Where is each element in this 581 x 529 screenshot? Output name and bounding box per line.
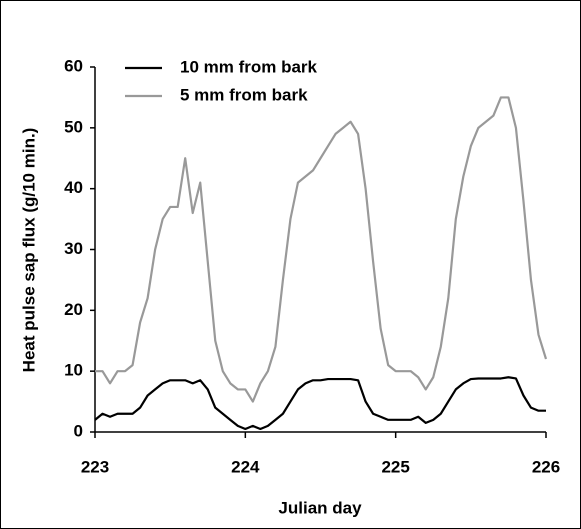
y-axis-label: Heat pulse sap flux (g/10 min.) [19,128,38,373]
y-tick-label: 40 [64,178,83,197]
x-tick-label: 224 [231,457,260,476]
x-tick-label: 226 [532,457,560,476]
x-tick-label: 223 [81,457,109,476]
series-line [95,96,548,403]
legend-label: 5 mm from bark [180,85,308,104]
y-tick-label: 60 [64,56,83,75]
y-tick-label: 50 [64,117,83,136]
series-line [94,376,546,431]
x-tick-label: 225 [381,457,409,476]
y-tick-label: 30 [64,239,83,258]
legend-label: 10 mm from bark [180,57,318,76]
y-tick-label: 20 [64,300,83,319]
y-tick-label: 0 [74,421,83,440]
y-tick-label: 10 [64,361,83,380]
x-axis-label: Julian day [278,498,362,517]
